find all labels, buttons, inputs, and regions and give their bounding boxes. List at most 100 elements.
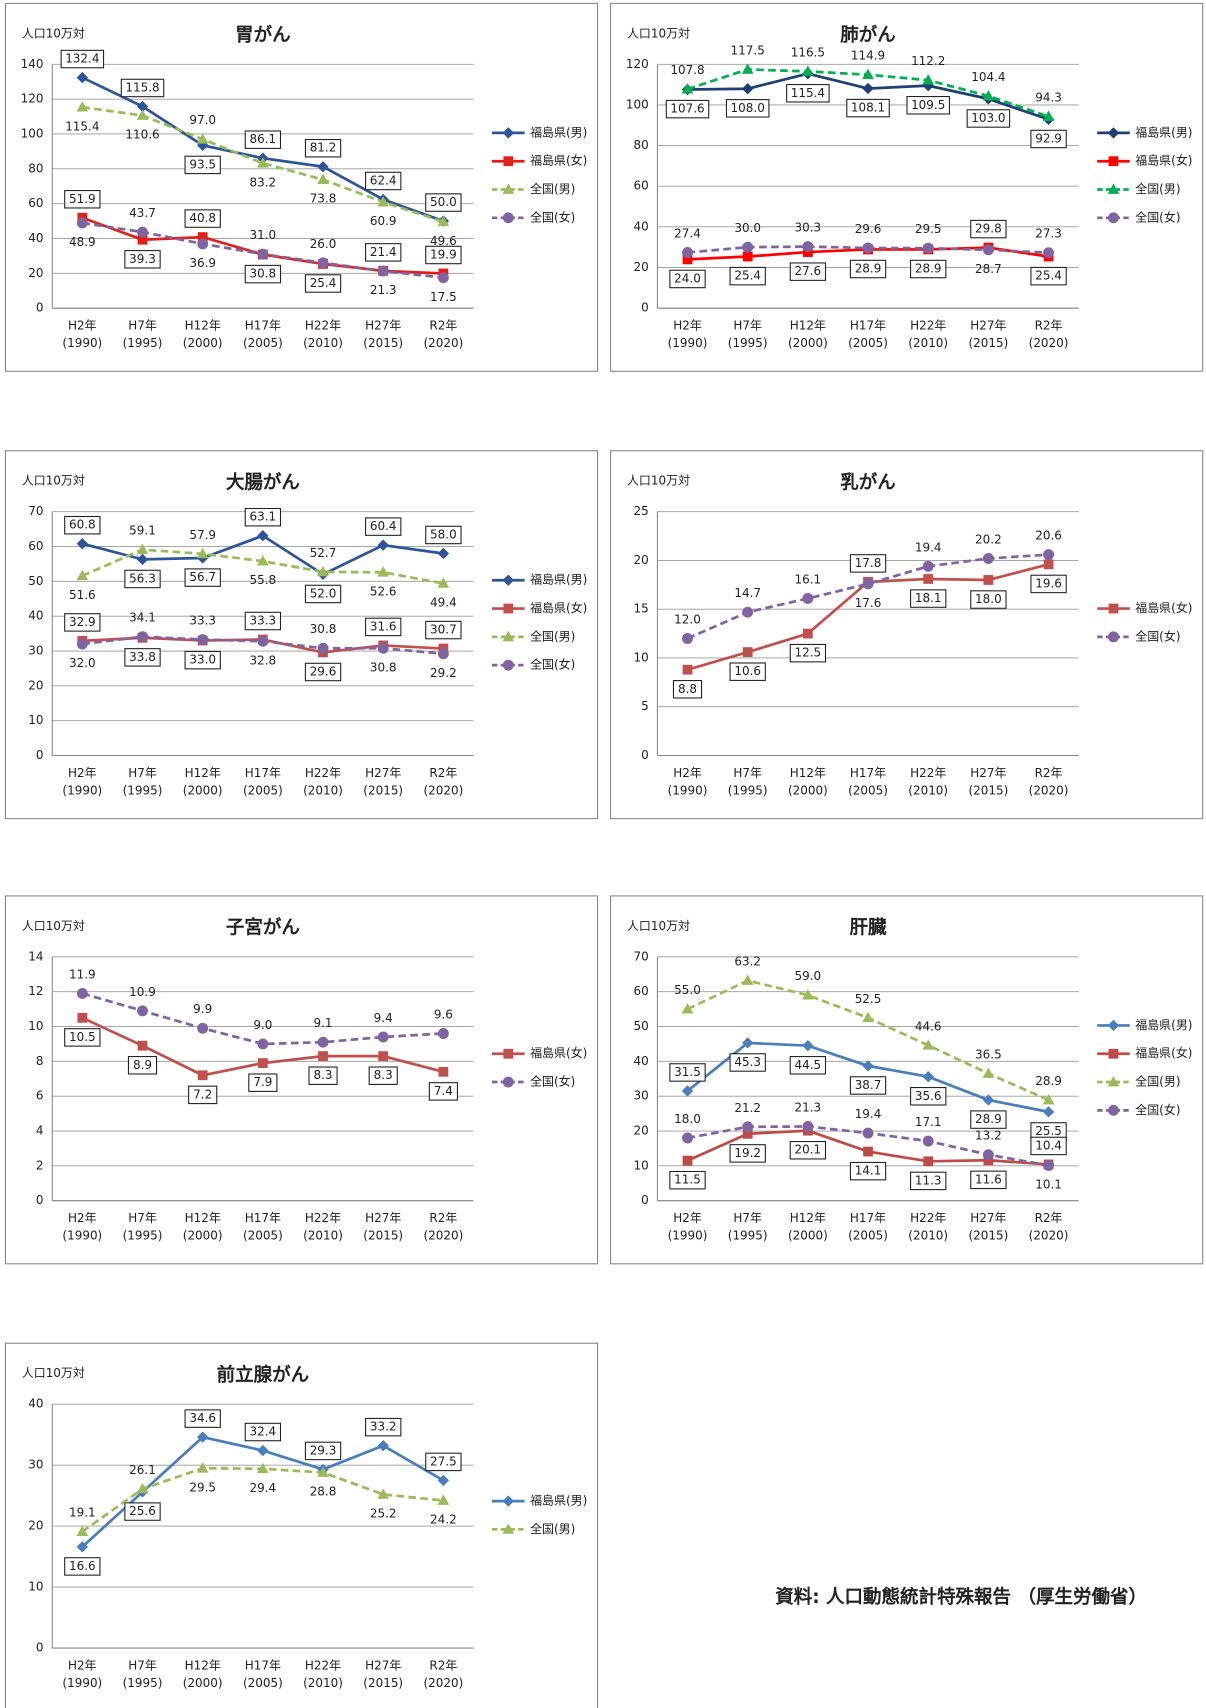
marker	[136, 109, 149, 120]
marker	[682, 664, 693, 675]
x-tick-label: H17年(2005)	[243, 1211, 283, 1242]
legend-label: 全国(男)	[530, 628, 575, 643]
marker	[257, 1038, 269, 1050]
marker	[802, 989, 814, 1000]
marker	[196, 1462, 209, 1473]
value-label: 9.1	[314, 1016, 333, 1030]
value-label-box	[425, 525, 462, 545]
y-tick-label: 0	[641, 1193, 649, 1207]
y-tick-label: 30	[633, 1089, 648, 1103]
legend-marker	[1107, 183, 1120, 194]
y-tick-label: 20	[633, 1124, 648, 1138]
value-label: 17.8	[855, 556, 882, 570]
x-tick-label: H2年(1990)	[62, 765, 102, 796]
y-tick-label: 0	[641, 301, 649, 315]
marker	[922, 560, 934, 572]
x-tick-label: H22年(2010)	[303, 1658, 343, 1689]
marker	[982, 553, 994, 564]
marker	[862, 1127, 874, 1139]
marker	[437, 215, 450, 227]
legend-marker	[502, 127, 514, 139]
value-label: 52.7	[310, 546, 337, 560]
legend-label: 全国(男)	[530, 1521, 575, 1536]
marker	[742, 241, 754, 253]
x-tick-label: H12年(2000)	[183, 765, 223, 796]
marker	[742, 1121, 754, 1133]
marker	[741, 974, 754, 985]
y-tick-label: 120	[626, 57, 649, 71]
chart-title: 子宮がん	[226, 917, 300, 939]
y-axis-label: 人口10万対	[22, 1366, 85, 1380]
value-label: 8.3	[374, 1068, 393, 1082]
value-label-box	[729, 662, 766, 681]
marker	[76, 569, 89, 581]
chart-title: 胃がん	[235, 24, 291, 46]
value-label: 25.4	[734, 269, 761, 283]
value-label: 31.0	[250, 228, 277, 242]
marker	[802, 65, 814, 76]
y-tick-label: 20	[633, 553, 648, 567]
value-label: 29.8	[975, 222, 1002, 236]
chart-title: 乳がん	[840, 471, 896, 493]
value-label: 83.2	[250, 175, 277, 189]
value-label: 40.8	[189, 211, 216, 225]
value-label: 7.9	[253, 1075, 272, 1089]
legend-marker	[1107, 1076, 1120, 1087]
x-tick-label: H17年(2005)	[243, 1658, 283, 1689]
marker	[922, 1071, 934, 1083]
marker	[862, 1011, 874, 1023]
value-label: 9.6	[434, 1007, 453, 1021]
legend-label: 福島県(男)	[530, 572, 587, 587]
value-label: 7.4	[434, 1084, 453, 1098]
marker	[137, 1005, 148, 1017]
value-label-box	[124, 648, 161, 667]
value-label: 12.5	[795, 646, 822, 660]
y-axis-label: 人口10万対	[627, 474, 690, 488]
value-label: 14.7	[734, 586, 761, 600]
marker	[862, 242, 874, 254]
y-tick-label: 10	[28, 1580, 43, 1594]
x-tick-label: H2年(1990)	[668, 1211, 708, 1242]
marker	[377, 642, 389, 654]
marker	[1042, 110, 1055, 121]
legend-label: 福島県(女)	[1135, 600, 1192, 615]
value-label: 27.5	[430, 1454, 457, 1468]
legend-marker	[502, 659, 514, 671]
value-label-box	[365, 617, 402, 637]
marker	[377, 196, 390, 207]
x-tick-label: H27年(2015)	[968, 318, 1008, 349]
x-tick-label: H27年(2015)	[363, 765, 403, 796]
legend-label: 福島県(女)	[1135, 153, 1192, 168]
value-label: 36.5	[975, 1048, 1002, 1062]
value-label: 59.0	[795, 969, 822, 983]
value-label: 49.4	[430, 596, 457, 610]
value-label: 30.8	[310, 622, 337, 636]
legend-marker	[502, 1076, 514, 1088]
value-label: 21.3	[370, 283, 397, 297]
x-tick-label: R2年(2020)	[1029, 765, 1069, 796]
marker	[742, 1037, 754, 1049]
value-label: 115.8	[125, 80, 159, 94]
value-label: 117.5	[731, 43, 765, 57]
value-label: 25.4	[1035, 269, 1062, 283]
marker	[76, 987, 88, 999]
marker	[317, 565, 329, 577]
legend-marker	[502, 212, 514, 224]
value-label-box	[124, 569, 161, 589]
value-label: 25.2	[370, 1507, 397, 1521]
value-label-box	[244, 130, 282, 149]
value-label: 19.9	[430, 247, 457, 261]
value-label-box	[910, 589, 947, 608]
value-label-box	[970, 590, 1007, 609]
marker	[76, 71, 89, 84]
value-label: 16.1	[795, 572, 822, 586]
value-label-box	[729, 1053, 766, 1072]
value-label: 63.1	[250, 510, 277, 524]
value-label: 9.9	[193, 1002, 212, 1016]
value-label: 19.6	[1035, 576, 1062, 590]
marker	[681, 1003, 694, 1014]
legend-marker	[1107, 127, 1120, 139]
legend-label: 全国(女)	[530, 1074, 575, 1089]
x-tick-label: H17年(2005)	[848, 1211, 888, 1242]
